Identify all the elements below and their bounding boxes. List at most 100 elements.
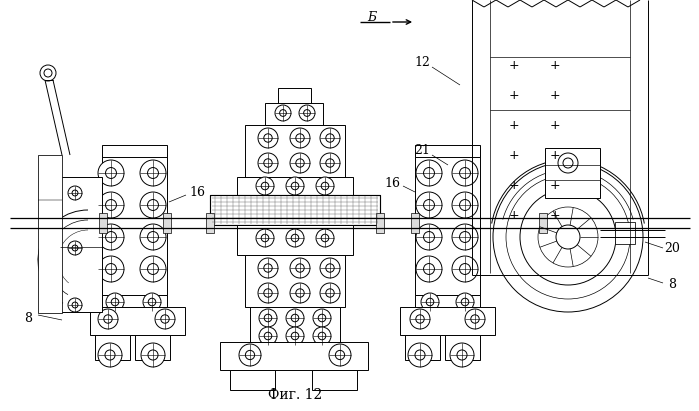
Circle shape (320, 283, 340, 303)
Text: Б: Б (368, 11, 377, 23)
Circle shape (98, 192, 124, 218)
Circle shape (452, 192, 478, 218)
Circle shape (103, 315, 113, 323)
Circle shape (68, 298, 82, 312)
Circle shape (280, 110, 287, 116)
Circle shape (264, 264, 272, 272)
Text: 16: 16 (384, 176, 400, 189)
Circle shape (147, 199, 159, 210)
Circle shape (290, 283, 310, 303)
Circle shape (336, 351, 345, 360)
Bar (411, 213, 419, 233)
Circle shape (424, 168, 435, 178)
Bar (415, 145, 480, 157)
Circle shape (161, 315, 169, 323)
Circle shape (320, 128, 340, 148)
Circle shape (457, 350, 467, 360)
Circle shape (106, 263, 117, 275)
Circle shape (318, 314, 326, 322)
Circle shape (148, 350, 158, 360)
Circle shape (239, 344, 261, 366)
Circle shape (291, 182, 298, 190)
Circle shape (258, 258, 278, 278)
Circle shape (105, 350, 115, 360)
Bar (265, 103, 323, 125)
Bar (245, 125, 345, 177)
Circle shape (147, 168, 159, 178)
Bar (60, 177, 102, 312)
Circle shape (98, 343, 122, 367)
Circle shape (98, 224, 124, 250)
Circle shape (416, 315, 424, 323)
Circle shape (106, 199, 117, 210)
Circle shape (143, 293, 161, 311)
Bar (415, 155, 480, 295)
Bar (376, 213, 384, 233)
Circle shape (538, 207, 598, 267)
Text: +: + (549, 178, 561, 192)
Circle shape (465, 309, 485, 329)
Circle shape (303, 110, 310, 116)
Text: 8: 8 (668, 279, 676, 291)
Text: 12: 12 (414, 55, 430, 69)
Circle shape (415, 350, 425, 360)
Circle shape (275, 105, 291, 121)
Bar (278, 88, 311, 103)
Circle shape (291, 332, 298, 340)
Circle shape (155, 309, 175, 329)
Bar (415, 295, 480, 307)
Circle shape (290, 128, 310, 148)
Bar (312, 370, 357, 390)
Circle shape (106, 168, 117, 178)
Circle shape (147, 263, 159, 275)
Circle shape (141, 343, 165, 367)
Text: +: + (549, 208, 561, 222)
Circle shape (245, 351, 254, 360)
Circle shape (563, 158, 573, 168)
Circle shape (264, 289, 272, 297)
Circle shape (313, 327, 331, 345)
Circle shape (258, 283, 278, 303)
Circle shape (416, 224, 442, 250)
Circle shape (259, 327, 277, 345)
Bar (250, 307, 340, 342)
Text: +: + (509, 118, 519, 132)
Bar (163, 213, 171, 233)
Text: +: + (549, 88, 561, 102)
Circle shape (452, 224, 478, 250)
Circle shape (322, 234, 329, 242)
Circle shape (506, 175, 630, 299)
Bar (135, 335, 170, 360)
Circle shape (296, 289, 304, 297)
Circle shape (106, 293, 124, 311)
Bar (539, 213, 547, 233)
Circle shape (106, 231, 117, 242)
Circle shape (286, 309, 304, 327)
Circle shape (424, 231, 435, 242)
Circle shape (493, 162, 643, 312)
Circle shape (140, 256, 166, 282)
Circle shape (68, 186, 82, 200)
Circle shape (256, 229, 274, 247)
Circle shape (261, 182, 269, 190)
Circle shape (461, 298, 469, 306)
Bar (245, 255, 345, 307)
Circle shape (471, 315, 480, 323)
Circle shape (264, 134, 272, 142)
Circle shape (299, 105, 315, 121)
Circle shape (426, 298, 434, 306)
Circle shape (256, 177, 274, 195)
Circle shape (296, 134, 304, 142)
Circle shape (98, 256, 124, 282)
Circle shape (286, 177, 304, 195)
Bar (210, 195, 380, 225)
Circle shape (459, 263, 470, 275)
Text: +: + (549, 148, 561, 162)
Circle shape (140, 192, 166, 218)
Circle shape (452, 160, 478, 186)
Bar (102, 145, 167, 157)
Circle shape (258, 153, 278, 173)
Bar (230, 370, 275, 390)
Bar (220, 342, 368, 370)
Circle shape (326, 134, 334, 142)
